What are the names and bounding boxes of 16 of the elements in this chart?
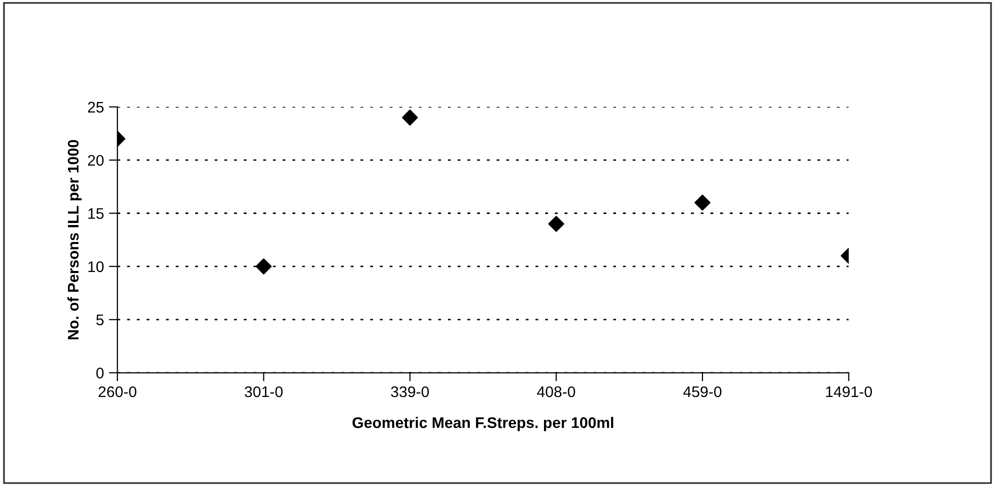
- x-tick-label: 408-0: [537, 386, 576, 398]
- x-tick-label: 459-0: [683, 386, 722, 398]
- y-tick-label: 10: [88, 261, 104, 272]
- point: [402, 110, 418, 126]
- x-tick-label: 260-0: [98, 386, 136, 398]
- y-tick-label: 25: [88, 102, 104, 113]
- point: [548, 216, 564, 232]
- x-tick-label: 301-0: [244, 386, 283, 398]
- y-tick-label: 0: [96, 368, 104, 378]
- y-tick-label: 15: [88, 208, 104, 219]
- x-axis-title: Geometric Mean F.Streps. per 100ml: [352, 416, 614, 432]
- y-tick-label: 20: [88, 154, 104, 166]
- x-tick-label: 339-0: [390, 386, 429, 398]
- y-axis-title: No. of Persons ILL per 1000: [67, 140, 82, 340]
- y-tick-label: 5: [96, 314, 104, 326]
- x-tick-label: 1491-0: [826, 386, 872, 398]
